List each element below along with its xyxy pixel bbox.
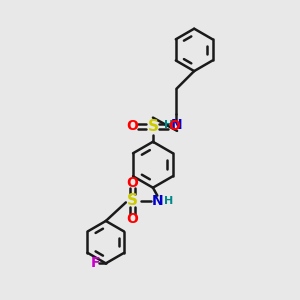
Text: N: N [152, 194, 163, 208]
Text: O: O [126, 119, 138, 134]
Text: S: S [147, 119, 158, 134]
Text: O: O [126, 212, 138, 226]
Text: H: H [164, 120, 173, 130]
Text: F: F [91, 256, 100, 270]
Text: N: N [171, 118, 183, 132]
Text: O: O [126, 176, 138, 190]
Text: O: O [168, 119, 180, 134]
Text: H: H [164, 196, 173, 206]
Text: S: S [127, 194, 138, 208]
